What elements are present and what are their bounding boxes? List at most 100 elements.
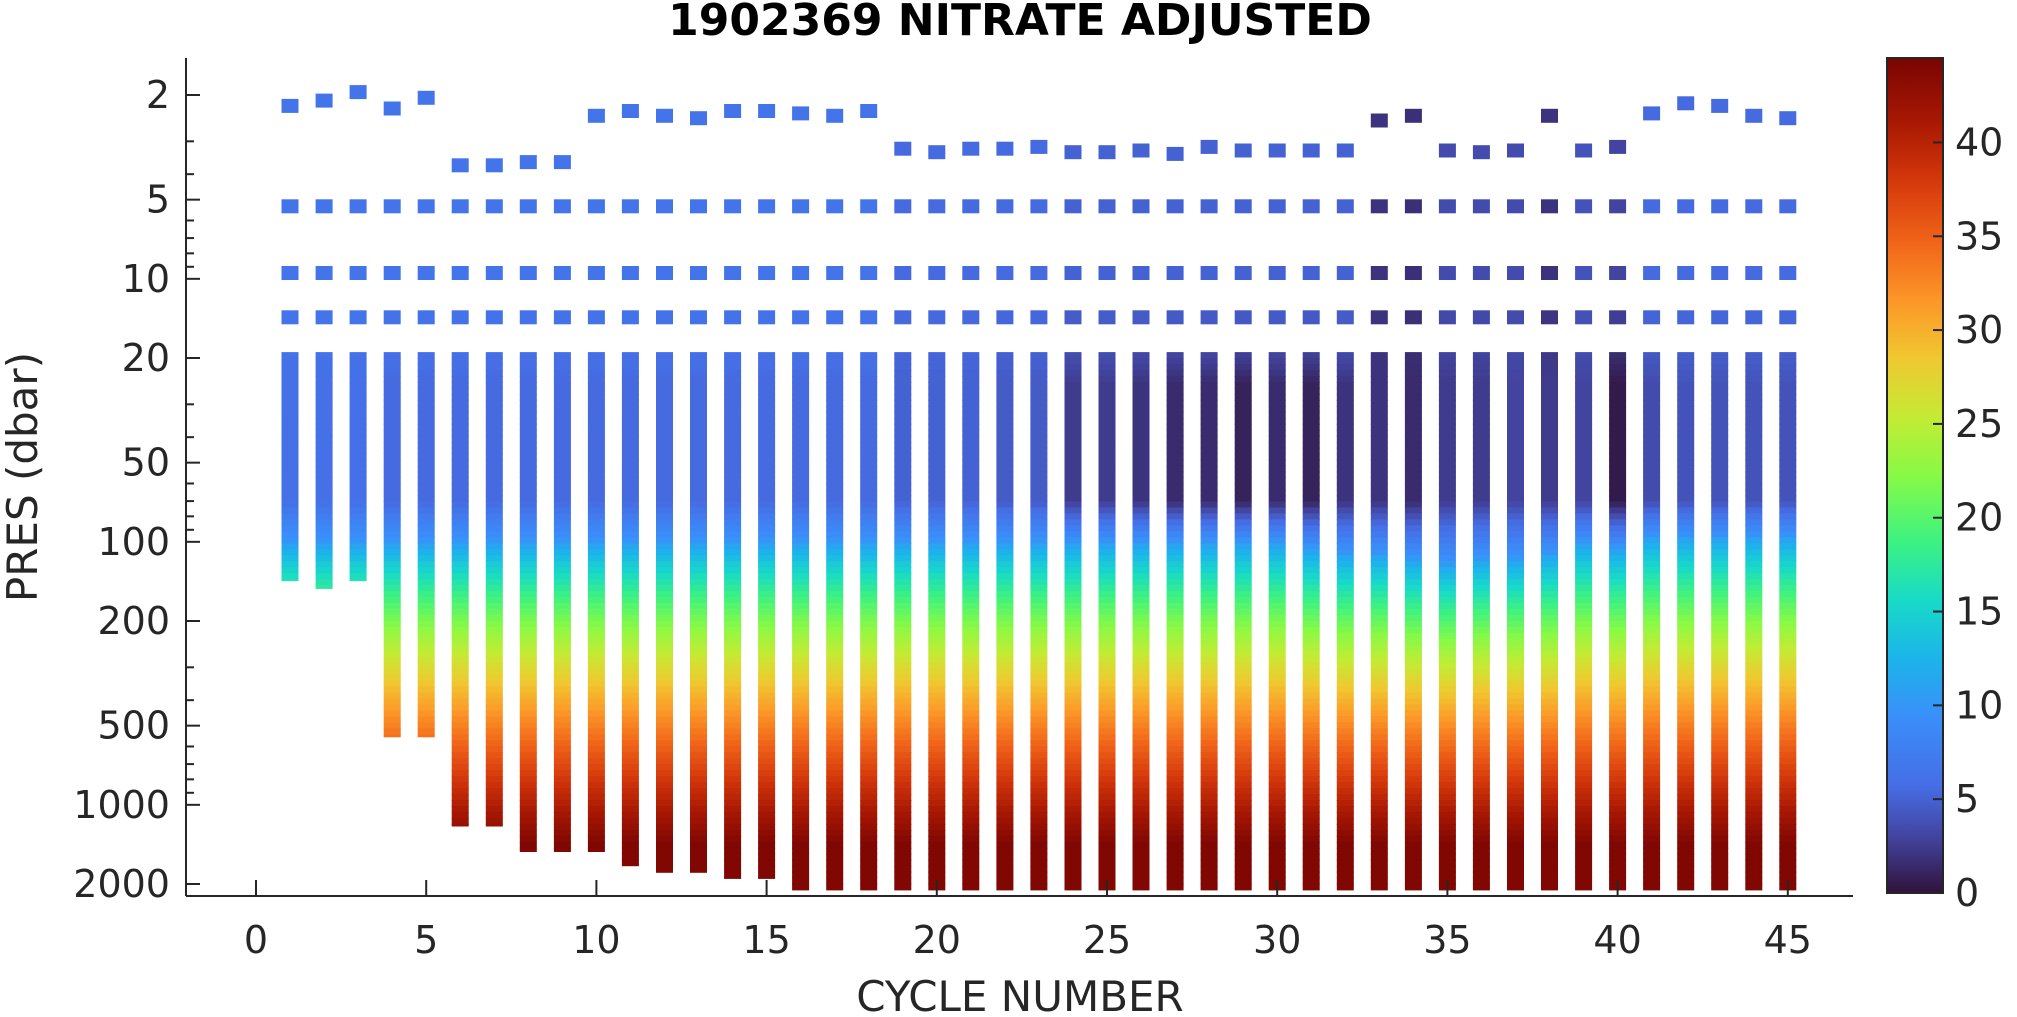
data-cell — [1575, 728, 1593, 736]
data-cell — [553, 710, 571, 718]
data-cell — [690, 788, 707, 795]
data-cell — [1677, 650, 1695, 658]
data-cell — [826, 585, 844, 592]
data-cell — [996, 495, 1014, 503]
data-cell — [1030, 698, 1048, 706]
data-cell — [417, 453, 435, 461]
data-cell — [1064, 680, 1082, 688]
data-cell — [383, 352, 401, 359]
data-cell — [485, 776, 503, 783]
data-cell — [724, 865, 742, 873]
data-cell — [792, 883, 810, 891]
data-cell — [758, 728, 776, 736]
data-cell — [485, 376, 503, 383]
data-cell — [1711, 519, 1729, 527]
data-cell — [1677, 441, 1695, 449]
data-cell — [349, 549, 367, 556]
data-cell — [1234, 722, 1252, 730]
data-cell — [860, 507, 878, 515]
data-cell — [1711, 573, 1729, 580]
data-cell — [417, 405, 435, 413]
data-cell — [724, 722, 742, 730]
data-cell — [1336, 865, 1354, 873]
data-cell — [928, 364, 946, 371]
data-cell — [962, 405, 980, 413]
data-cell — [860, 632, 878, 640]
data-cell — [621, 692, 639, 700]
data-cell — [1643, 453, 1661, 461]
data-cell — [928, 829, 946, 837]
data-cell — [1609, 411, 1627, 419]
data-cell — [656, 382, 673, 389]
data-cell — [758, 370, 776, 377]
data-cell — [1745, 614, 1763, 622]
data-cell — [1541, 722, 1558, 730]
data-cell — [1234, 698, 1252, 706]
data-cell — [792, 853, 810, 861]
data-cell — [1677, 507, 1695, 515]
data-cell — [1541, 847, 1558, 855]
data-cell — [1302, 608, 1320, 616]
data-cell — [553, 447, 571, 455]
data-cell — [587, 364, 605, 371]
data-cell — [417, 597, 435, 604]
data-cell — [792, 823, 810, 831]
data-cell — [894, 591, 912, 598]
data-cell — [519, 782, 537, 789]
data-cell — [1609, 871, 1627, 879]
data-cell — [1064, 602, 1082, 610]
data-cell — [1132, 722, 1150, 730]
data-cell — [1609, 776, 1627, 783]
data-cell — [894, 471, 912, 479]
data-point — [996, 310, 1014, 325]
data-cell — [1098, 668, 1116, 676]
data-cell — [519, 668, 537, 676]
data-cell — [349, 352, 367, 359]
data-cell — [1677, 871, 1695, 879]
data-cell — [1064, 668, 1082, 676]
data-cell — [792, 352, 810, 359]
data-point — [928, 145, 946, 160]
data-cell — [485, 435, 503, 443]
data-cell — [1030, 716, 1048, 724]
data-cell — [1336, 399, 1354, 407]
data-cell — [1234, 710, 1252, 718]
data-cell — [1745, 734, 1763, 742]
data-cell — [1166, 573, 1184, 580]
data-cell — [553, 393, 571, 401]
data-cell — [758, 698, 776, 706]
data-cell — [1098, 758, 1116, 765]
data-cell — [315, 489, 333, 497]
data-cell — [1779, 776, 1797, 783]
data-cell — [860, 740, 878, 748]
data-point — [383, 310, 401, 325]
data-cell — [315, 382, 333, 389]
data-cell — [1404, 423, 1422, 431]
data-cell — [349, 519, 367, 527]
data-cell — [690, 471, 707, 479]
data-cell — [1711, 352, 1729, 359]
data-cell — [1677, 710, 1695, 718]
data-cell — [826, 752, 844, 759]
data-cell — [1302, 393, 1320, 401]
data-cell — [1132, 800, 1150, 807]
data-cell — [1268, 752, 1286, 759]
data-cell — [1234, 602, 1252, 610]
data-cell — [1200, 782, 1218, 789]
data-cell — [1098, 501, 1116, 509]
data-cell — [485, 644, 503, 652]
data-cell — [894, 823, 912, 831]
data-point — [1472, 266, 1490, 280]
data-cell — [1507, 525, 1524, 533]
data-cell — [1064, 829, 1082, 837]
data-cell — [1779, 746, 1797, 754]
data-cell — [724, 364, 742, 371]
data-cell — [383, 626, 401, 634]
data-cell — [690, 525, 707, 533]
data-cell — [519, 423, 537, 431]
data-cell — [1336, 746, 1354, 754]
data-cell — [894, 835, 912, 843]
data-cell — [1098, 674, 1116, 682]
data-cell — [1234, 429, 1252, 437]
data-cell — [1609, 704, 1627, 712]
